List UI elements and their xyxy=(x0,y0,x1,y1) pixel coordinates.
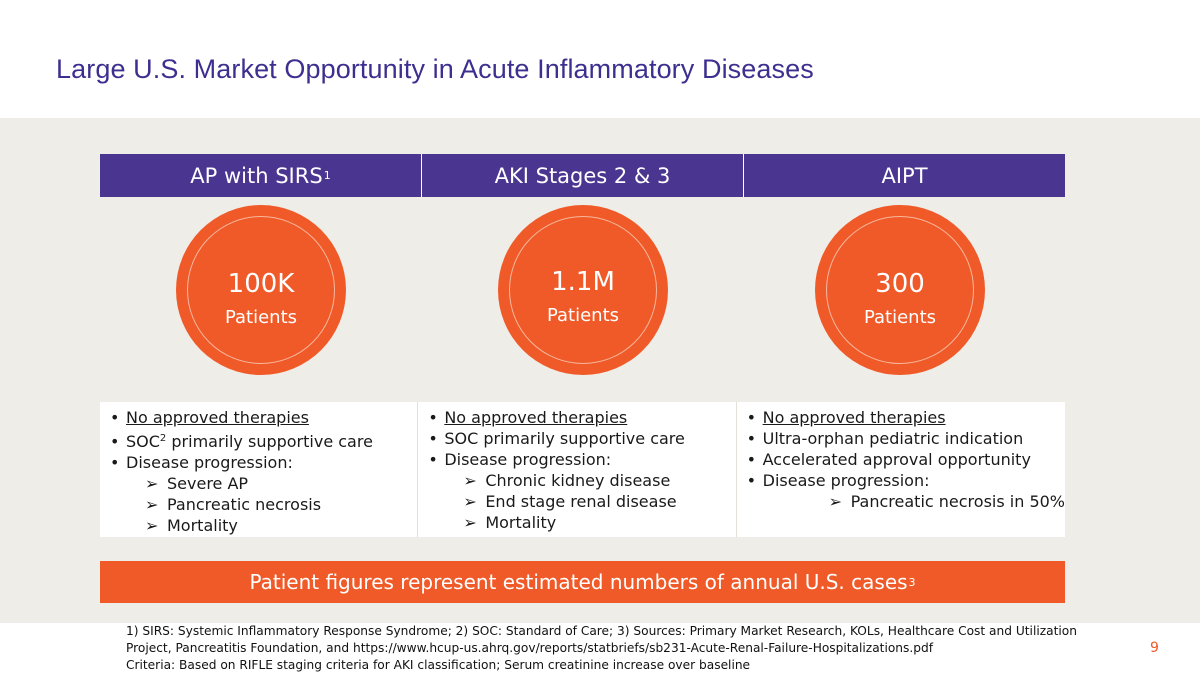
column-header-label: AKI Stages 2 & 3 xyxy=(494,163,671,188)
details-aipt: • No approved therapies • Ultra-orphan ped… xyxy=(737,402,1065,537)
list-subitem: ➢ End stage renal disease xyxy=(463,492,677,511)
patient-count: 300 xyxy=(875,269,925,299)
arrow-bullet-icon: ➢ xyxy=(145,495,159,514)
list-subitem: ➢ Mortality xyxy=(145,516,238,535)
details-row: • No approved therapies • SOC2 primarily s… xyxy=(100,402,1065,537)
column-header-ap-sirs: AP with SIRS 1 xyxy=(100,154,422,197)
bullet-icon: • xyxy=(746,471,757,490)
patients-circle-aipt: 300 Patients xyxy=(815,205,985,375)
arrow-bullet-icon: ➢ xyxy=(145,474,159,493)
arrow-bullet-icon: ➢ xyxy=(463,471,477,490)
arrow-bullet-icon: ➢ xyxy=(463,513,477,532)
list-item: • Disease progression: xyxy=(746,471,930,490)
footnote-line: 1) SIRS: Systemic Inflammatory Response … xyxy=(126,624,1077,638)
patient-figures-banner: Patient figures represent estimated numb… xyxy=(100,561,1065,603)
list-item: • SOC primarily supportive care xyxy=(428,429,685,448)
list-subitem: ➢ Severe AP xyxy=(145,474,249,493)
list-item: • Disease progression: xyxy=(110,453,293,472)
details-aki: • No approved therapies • SOC primarily su… xyxy=(418,402,737,537)
arrow-bullet-icon: ➢ xyxy=(145,516,159,535)
column-header-aipt: AIPT xyxy=(744,154,1065,197)
column-header-label: AP with SIRS xyxy=(190,163,323,188)
list-subitem: ➢ Pancreatic necrosis in 50% xyxy=(828,492,1066,511)
list-item: • Ultra-orphan pediatric indication xyxy=(746,429,1024,448)
arrow-bullet-icon: ➢ xyxy=(828,492,843,511)
footnote-ref: 1 xyxy=(323,169,331,182)
footnote-line: Criteria: Based on RIFLE staging criteri… xyxy=(126,658,751,672)
bullet-icon: • xyxy=(110,432,120,451)
list-item: • No approved therapies xyxy=(428,408,628,427)
patient-count: 100K xyxy=(227,269,295,299)
list-subitem: ➢ Pancreatic necrosis xyxy=(145,495,322,514)
patient-count: 1.1M xyxy=(551,267,615,297)
circle-ring xyxy=(187,216,335,364)
patient-count-unit: Patients xyxy=(863,307,937,328)
bullet-icon: • xyxy=(746,450,757,469)
bullet-icon: • xyxy=(428,429,438,448)
footnotes: 1) SIRS: Systemic Inflammatory Response … xyxy=(126,623,1106,674)
patients-circle-ap-sirs: 100K Patients xyxy=(176,205,346,375)
column-header-label: AIPT xyxy=(881,163,928,188)
patient-count-unit: Patients xyxy=(224,307,298,328)
column-header-row: AP with SIRS 1 AKI Stages 2 & 3 AIPT xyxy=(100,154,1065,197)
patient-count-unit: Patients xyxy=(546,305,620,326)
bullet-icon: • xyxy=(110,408,120,427)
bullet-icon: • xyxy=(428,408,438,427)
bullet-icon: • xyxy=(428,450,438,469)
page-number: 9 xyxy=(1150,640,1159,656)
bullet-icon: • xyxy=(746,408,757,427)
list-item: • SOC2 primarily supportive care xyxy=(110,432,373,451)
bullet-icon: • xyxy=(110,453,120,472)
footnote-ref: 3 xyxy=(908,575,916,589)
column-header-aki: AKI Stages 2 & 3 xyxy=(422,154,744,197)
circle-ring xyxy=(826,216,974,364)
slide-title: Large U.S. Market Opportunity in Acute I… xyxy=(56,54,814,84)
bullet-icon: • xyxy=(746,429,757,448)
details-ap-sirs: • No approved therapies • SOC2 primarily s… xyxy=(100,402,419,537)
banner-text: Patient figures represent estimated numb… xyxy=(249,570,908,594)
list-item: • No approved therapies xyxy=(746,408,946,427)
circle-ring xyxy=(509,216,657,364)
list-item: • No approved therapies xyxy=(110,408,309,427)
footnote-line: Project, Pancreatitis Foundation, and ht… xyxy=(126,641,933,655)
list-subitem: ➢ Chronic kidney disease xyxy=(463,471,671,490)
arrow-bullet-icon: ➢ xyxy=(463,492,477,511)
patients-circle-aki: 1.1M Patients xyxy=(498,205,668,375)
list-subitem: ➢ Mortality xyxy=(463,513,557,532)
list-item: • Disease progression: xyxy=(428,450,612,469)
footnote-ref: 2 xyxy=(159,433,167,444)
list-item: • Accelerated approval opportunity xyxy=(746,450,1031,469)
